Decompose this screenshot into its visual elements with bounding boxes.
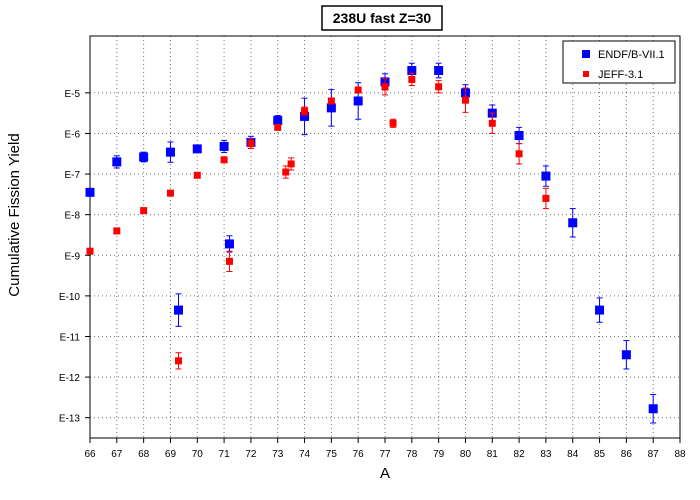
legend-marker-endf [582, 50, 590, 58]
x-tick-label: 88 [674, 449, 686, 460]
data-point-jeff [220, 156, 228, 164]
x-tick-label: 86 [621, 449, 633, 460]
data-point-jeff [327, 97, 335, 105]
x-tick-label: 71 [219, 449, 231, 460]
y-tick-label: E-5 [64, 89, 80, 100]
data-point-jeff [542, 194, 550, 202]
data-point-endf [174, 305, 183, 315]
y-axis-title: Cumulative Fission Yield [6, 133, 23, 296]
data-point-endf [273, 115, 283, 125]
x-tick-label: 84 [567, 449, 579, 460]
x-tick-label: 82 [514, 449, 526, 460]
data-point-jeff [166, 189, 174, 197]
data-point-jeff [515, 150, 523, 158]
data-point-endf [595, 305, 605, 315]
chart-title: 238U fast Z=30 [333, 10, 432, 26]
data-point-endf [85, 187, 95, 197]
data-point-jeff [175, 357, 182, 365]
y-tick-label: E-13 [59, 414, 81, 425]
data-point-jeff [113, 227, 121, 235]
series-layer [85, 62, 658, 424]
legend-box [562, 40, 676, 84]
legend-label-jeff: JEFF-3.1 [598, 69, 643, 81]
data-point-endf [621, 350, 631, 360]
data-point-jeff [282, 168, 290, 176]
data-point-endf [434, 66, 444, 76]
x-tick-label: 77 [379, 449, 391, 460]
x-tick-label: 75 [326, 449, 338, 460]
data-point-endf [219, 141, 229, 151]
data-point-endf [407, 66, 417, 76]
data-point-endf [541, 171, 551, 181]
x-tick-label: 69 [165, 449, 177, 460]
data-point-endf [165, 147, 175, 157]
data-point-jeff [389, 119, 397, 127]
data-point-jeff [193, 171, 201, 179]
data-point-jeff [247, 140, 255, 148]
x-tick-label: 76 [353, 449, 365, 460]
x-tick-label: 67 [111, 449, 123, 460]
x-tick-label: 78 [406, 449, 418, 460]
y-tick-label: E-6 [64, 129, 80, 140]
x-tick-label: 87 [648, 449, 660, 460]
y-tick-label: E-7 [64, 170, 80, 181]
x-tick-label: 80 [460, 449, 472, 460]
data-point-jeff [354, 86, 362, 94]
data-point-endf [326, 103, 336, 113]
y-tick-label: E-10 [59, 292, 81, 303]
data-point-jeff [86, 247, 94, 255]
x-tick-label: 74 [299, 449, 311, 460]
x-tick-label: 68 [138, 449, 150, 460]
data-point-jeff [381, 83, 389, 91]
data-point-endf [648, 404, 658, 414]
data-point-jeff [461, 96, 469, 104]
data-point-jeff [225, 257, 233, 265]
data-point-jeff [488, 119, 496, 127]
x-tick-label: 72 [245, 449, 257, 460]
data-point-jeff [140, 207, 148, 215]
data-point-endf [353, 96, 363, 106]
data-point-endf [112, 157, 122, 167]
legend-label-endf: ENDF/B-VII.1 [598, 49, 665, 61]
x-tick-label: 73 [272, 449, 284, 460]
title-box [321, 5, 443, 31]
x-tick-label: 66 [84, 449, 96, 460]
data-point-endf [568, 218, 578, 228]
legend: ENDF/B-VII.1 JEFF-3.1 [562, 40, 676, 84]
data-point-endf [192, 144, 202, 154]
x-tick-label: 85 [594, 449, 606, 460]
y-tick-label: E-8 [64, 211, 80, 222]
x-tick-label: 83 [540, 449, 552, 460]
x-tick-label: 79 [433, 449, 445, 460]
y-tick-label: E-11 [60, 332, 81, 343]
data-point-endf [300, 111, 310, 121]
data-point-jeff [274, 123, 282, 131]
y-tick-label: E-12 [59, 373, 81, 384]
data-point-endf [224, 239, 234, 249]
data-point-endf [139, 152, 149, 162]
x-tick-label: 81 [487, 449, 499, 460]
data-point-jeff [287, 160, 295, 168]
data-point-jeff [435, 83, 443, 91]
legend-marker-jeff [583, 71, 589, 77]
x-axis-title: A [380, 465, 390, 482]
data-point-endf [514, 130, 524, 140]
x-tick-label: 70 [192, 449, 204, 460]
axes: 66 67 68 69 70 71 72 73 74 75 76 77 78 79 80 81 82 83 84 85… [59, 89, 686, 460]
data-point-jeff [301, 107, 309, 115]
data-point-jeff [408, 75, 416, 83]
y-tick-label: E-9 [64, 251, 80, 262]
